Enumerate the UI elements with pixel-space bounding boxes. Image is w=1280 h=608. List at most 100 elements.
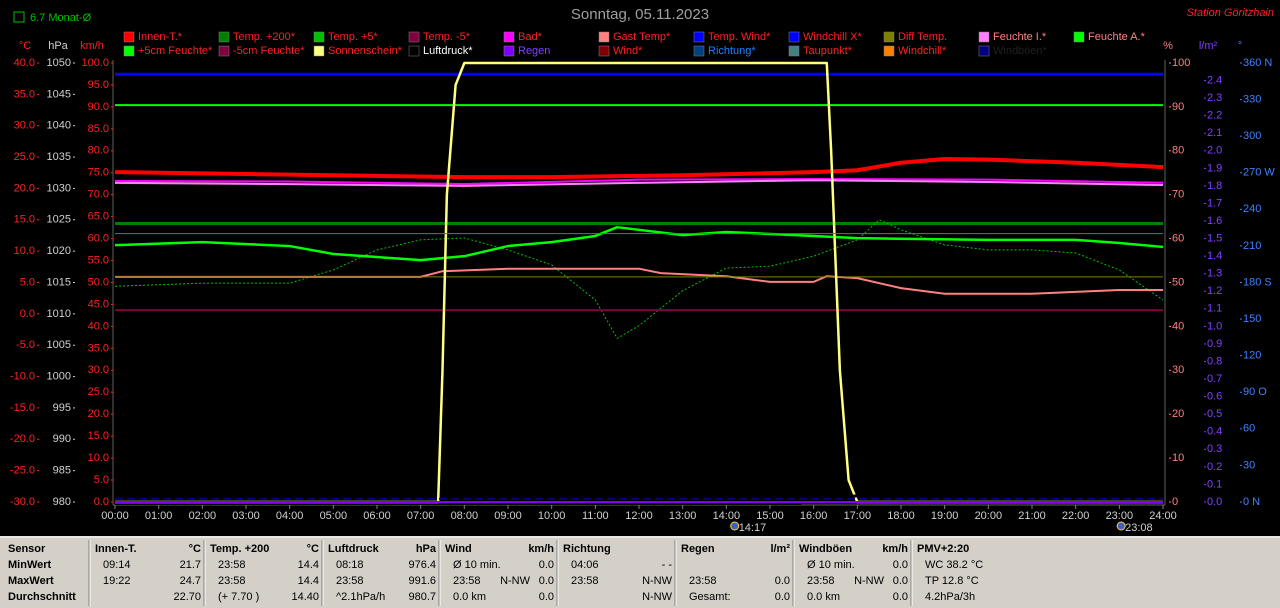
cell-left: 23:58 (689, 575, 717, 587)
legend-label: Richtung* (708, 45, 756, 57)
table-background (0, 536, 1280, 608)
y-tick-label: 50 (1172, 276, 1184, 288)
y-tick-label: 995 (53, 402, 71, 414)
y-tick-label: 100.0 (81, 57, 109, 69)
y-tick-label: 10.0 (14, 245, 35, 257)
y-tick-label: 35.0 (14, 88, 35, 100)
legend-swatch (408, 45, 420, 57)
y-tick-label: 360 N (1243, 57, 1272, 69)
y-tick-label: 15.0 (88, 430, 109, 442)
y-tick-label: 0.6 (1207, 391, 1222, 403)
legend-label: Regen (518, 45, 550, 57)
cell-left: 0.0 km (807, 591, 840, 603)
y-tick-label: 45.0 (88, 298, 109, 310)
legend-swatch (693, 45, 705, 57)
series-line (114, 178, 1164, 186)
legend-swatch (408, 31, 420, 43)
y-tick-label: 40 (1172, 320, 1184, 332)
cell-left: 08:18 (336, 559, 364, 571)
indicator-text: 6.7 Monat-Ø (30, 12, 92, 24)
cell-right: 0.0 (893, 559, 908, 571)
y-tick-label: 90 O (1243, 386, 1267, 398)
cell-left: (+ 7.70 ) (218, 591, 259, 603)
cell-left: 23:58 (807, 575, 835, 587)
y-tick-label: 330 (1243, 93, 1261, 105)
cell-right: 0.0 (775, 591, 790, 603)
legend-label: Temp. -5* (423, 31, 471, 43)
x-tick-label: 00:00 (101, 510, 129, 522)
x-tick-label: 02:00 (189, 510, 217, 522)
y-tick-label: 90 (1172, 101, 1184, 113)
y-tick-label: 0.0 (94, 496, 109, 508)
axis-unit: km/h (80, 40, 104, 52)
cell-left: WC 38.2 °C (925, 559, 983, 571)
y-tick-label: 1010 (47, 308, 71, 320)
x-tick-label: 16:00 (800, 510, 828, 522)
legend-swatch (788, 45, 800, 57)
legend-label: Taupunkt* (803, 45, 853, 57)
group-unit: °C (189, 543, 201, 555)
y-tick-label: 65.0 (88, 211, 109, 223)
legend-label: Innen-T.* (138, 31, 183, 43)
y-tick-label: 120 (1243, 350, 1261, 362)
y-tick-label: 5.0 (20, 276, 35, 288)
y-tick-label: 80 (1172, 145, 1184, 157)
y-tick-label: 1.6 (1207, 215, 1222, 227)
cell-right: 14.40 (291, 591, 319, 603)
cell-left: 23:58 (336, 575, 364, 587)
x-tick-label: 05:00 (320, 510, 348, 522)
y-tick-label: 1045 (47, 88, 71, 100)
y-tick-label: 2.4 (1207, 74, 1222, 86)
y-tick-label: 2.3 (1207, 92, 1222, 104)
x-tick-label: 09:00 (494, 510, 522, 522)
group-title: Innen-T. (95, 543, 137, 555)
time-marker-icon (730, 521, 740, 531)
y-tick-label: 1025 (47, 214, 71, 226)
y-tick-label: 5.0 (94, 474, 109, 486)
y-tick-label: 0 N (1243, 496, 1260, 508)
group-title: Temp. +200 (210, 543, 269, 555)
cell-right: 980.7 (408, 591, 436, 603)
cell-right: 14.4 (298, 575, 319, 587)
time-marker-label: 14:17 (739, 522, 767, 534)
indicator-box (13, 11, 25, 23)
cell-left: 04:06 (571, 559, 599, 571)
axis-unit: °C (19, 40, 31, 52)
x-tick-label: 04:00 (276, 510, 304, 522)
x-tick-label: 11:00 (582, 510, 609, 522)
cell-right: 976.4 (408, 559, 436, 571)
group-unit: km/h (528, 543, 554, 555)
y-tick-label: 1005 (47, 339, 71, 351)
legend-label: -5cm Feuchte* (233, 45, 305, 57)
legend-swatch (978, 31, 990, 43)
cell-right: 991.6 (408, 575, 436, 587)
legend-label: Feuchte I.* (993, 31, 1047, 43)
cell-left: Ø 10 min. (453, 559, 501, 571)
legend-swatch (693, 31, 705, 43)
y-tick-label: 30 (1243, 459, 1255, 471)
y-tick-label: 990 (53, 433, 71, 445)
y-tick-label: 30.0 (88, 364, 109, 376)
x-tick-label: 23:00 (1106, 510, 1134, 522)
y-tick-label: 0.4 (1207, 426, 1222, 438)
y-tick-label: 1.4 (1207, 250, 1222, 262)
cell-right: 0.0 (539, 591, 554, 603)
legend-swatch (1073, 31, 1085, 43)
y-tick-label: 0.9 (1207, 338, 1222, 350)
y-tick-label: 210 (1243, 240, 1261, 252)
series-line (114, 179, 1164, 187)
cell-left: ^2.1hPa/h (336, 591, 385, 603)
legend-label: Temp. Wind* (708, 31, 771, 43)
cell-left: 4.2hPa/3h (925, 591, 975, 603)
y-tick-label: 0.1 (1207, 478, 1222, 490)
legend-swatch (313, 45, 325, 57)
series-line (114, 156, 1164, 180)
cell-right: 0.0 (539, 559, 554, 571)
y-tick-label: 2.0 (1207, 145, 1222, 157)
y-tick-label: 1050 (47, 57, 71, 69)
y-tick-label: 1.1 (1207, 303, 1222, 315)
row-label: Sensor (8, 543, 46, 555)
legend-swatch (883, 45, 895, 57)
y-tick-label: 1035 (47, 151, 71, 163)
